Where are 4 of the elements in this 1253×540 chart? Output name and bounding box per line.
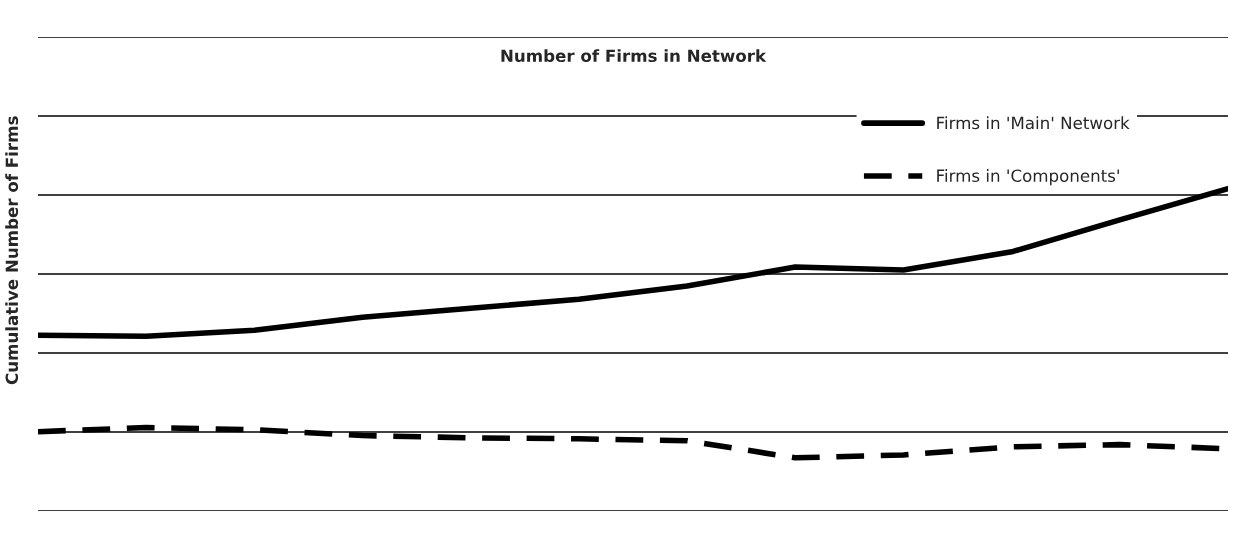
legend-label: Firms in 'Main' Network bbox=[937, 116, 1130, 130]
legend-label: Firms in 'Components' bbox=[937, 169, 1119, 186]
y-axis-title: Cumulative Number of Firms bbox=[5, 116, 19, 385]
chart-title: Number of Firms in Network bbox=[501, 49, 767, 63]
